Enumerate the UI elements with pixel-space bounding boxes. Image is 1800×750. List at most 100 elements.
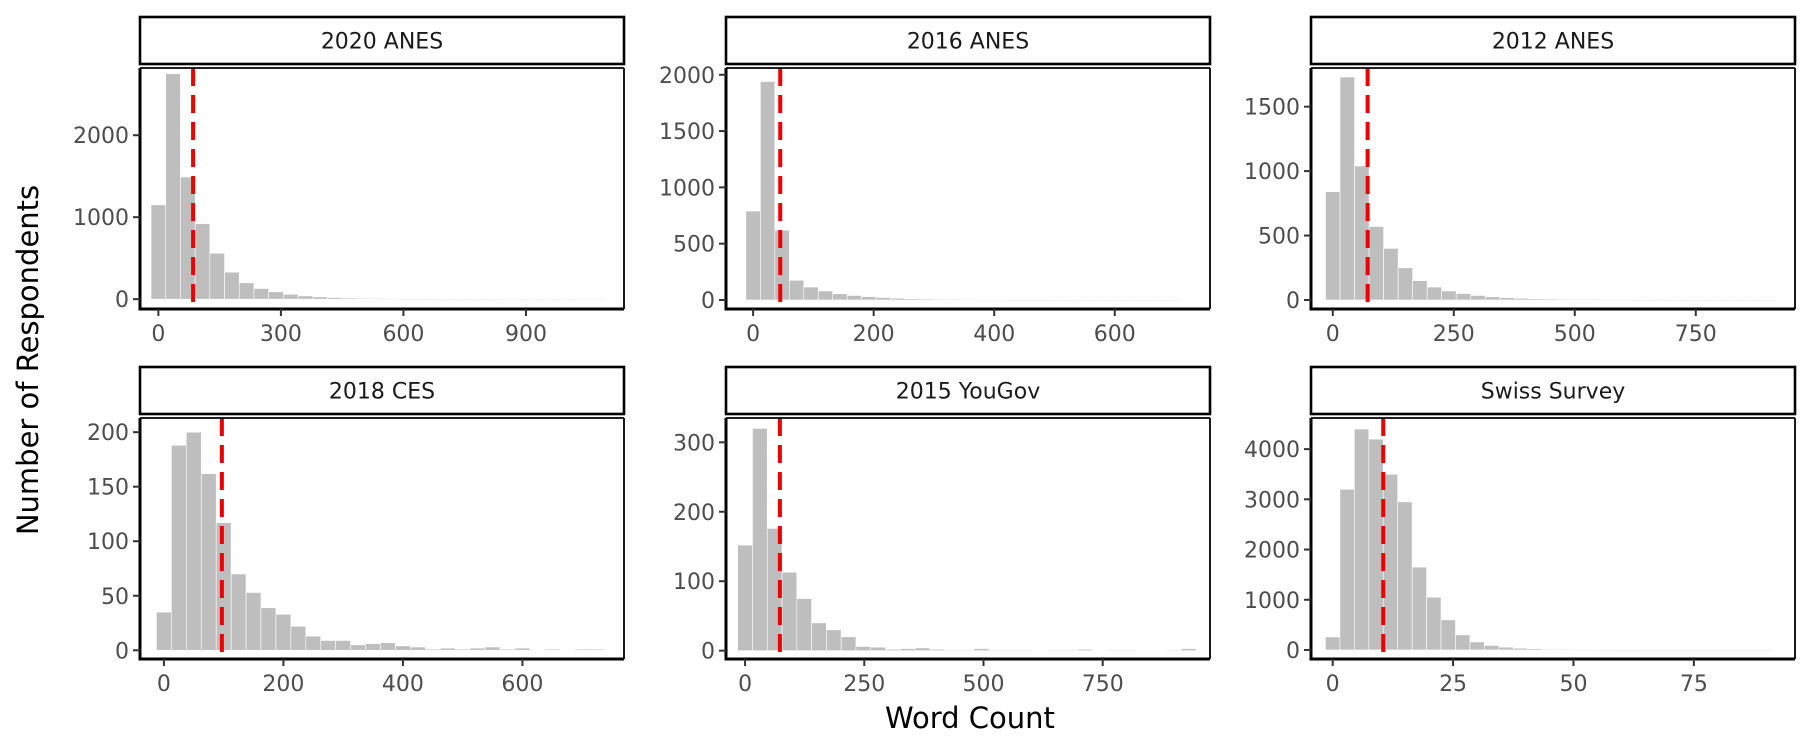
histogram-bar — [297, 295, 314, 300]
histogram-bar — [1528, 298, 1544, 301]
panel-strip — [1309, 15, 1797, 66]
y-tick-label: 200 — [673, 501, 715, 526]
histogram-bar — [781, 571, 798, 651]
y-tick-label: 0 — [1286, 639, 1300, 664]
histogram-bar — [574, 648, 590, 651]
histogram-bar — [1744, 649, 1760, 652]
histogram-bar — [275, 613, 292, 651]
x-tick-label: 400 — [973, 322, 1015, 347]
x-tick-label: 0 — [1326, 322, 1340, 347]
y-tick-label: 4000 — [1244, 438, 1300, 463]
histogram-bar — [1062, 649, 1078, 652]
y-tick-label: 0 — [701, 289, 715, 314]
histogram-bar — [1512, 647, 1529, 651]
histogram-bar — [1382, 473, 1398, 651]
histogram-bar — [209, 252, 225, 300]
y-tick-label: 2000 — [659, 64, 715, 89]
histogram-bar — [1601, 299, 1617, 301]
y-tick-label: 1500 — [659, 120, 715, 145]
panel-title: 2018 CES — [329, 380, 435, 405]
histogram-bar — [1746, 299, 1762, 301]
histogram-bar — [1541, 648, 1557, 651]
y-tick-label: 150 — [87, 476, 129, 501]
histogram-bar — [444, 298, 461, 301]
histogram-bar — [253, 288, 269, 300]
panel-strip — [724, 365, 1212, 416]
y-tick-label: 1000 — [1244, 589, 1300, 614]
histogram-bar — [1166, 649, 1182, 652]
histogram-bar — [1688, 299, 1704, 301]
histogram-bar — [1484, 296, 1501, 301]
histogram-bar — [1325, 636, 1341, 651]
histogram-bar — [415, 298, 431, 300]
histogram-bar — [320, 640, 336, 651]
histogram-bar — [1702, 299, 1718, 301]
histogram-bar — [1121, 299, 1137, 301]
histogram-bar — [283, 293, 299, 300]
histogram-bar — [914, 647, 931, 651]
x-tick-label: 300 — [260, 322, 302, 347]
histogram-bar — [371, 298, 387, 300]
x-tick-label: 400 — [382, 672, 424, 697]
histogram-bar — [591, 298, 608, 301]
histogram-bar — [171, 444, 187, 651]
histogram-bar — [1426, 596, 1442, 651]
histogram-bar — [1455, 634, 1471, 651]
histogram-bar — [890, 297, 906, 301]
histogram-bar — [1455, 293, 1472, 301]
x-tick-label: 600 — [1094, 322, 1136, 347]
panel-background — [726, 68, 1210, 309]
histogram-bar — [503, 298, 519, 301]
histogram-bar — [1557, 298, 1573, 301]
panel-1: 2020 ANES 0 1000 2000 0 300 600 900 — [73, 15, 626, 347]
x-tick-label: 250 — [1433, 322, 1475, 347]
histogram-bar — [533, 298, 549, 301]
histogram-bar — [245, 592, 262, 651]
histogram-bar — [1368, 226, 1384, 301]
y-tick-label: 500 — [1258, 225, 1300, 250]
histogram-bar — [335, 640, 351, 651]
histogram-bar — [1018, 649, 1034, 652]
histogram-bar — [410, 646, 426, 651]
histogram-bar — [861, 296, 877, 301]
histogram-bar — [260, 607, 277, 651]
histogram-bar — [1659, 299, 1675, 301]
panel-4: 2018 CES 0 50 100 150 200 0 200 400 600 — [87, 365, 626, 697]
histogram-bar — [1469, 641, 1485, 651]
histogram-bar — [165, 73, 181, 300]
panel-title: 2016 ANES — [907, 30, 1029, 55]
x-tick-label: 200 — [262, 672, 304, 697]
x-tick-label: 75 — [1680, 672, 1708, 697]
histogram-bar — [1556, 649, 1572, 651]
histogram-bar — [1657, 649, 1673, 651]
histogram-bar — [499, 648, 516, 651]
histogram-bar — [562, 298, 578, 301]
y-tick-label: 300 — [673, 431, 715, 456]
x-tick-label: 500 — [1554, 322, 1596, 347]
histogram-bar — [1758, 649, 1774, 652]
x-tick-label: 750 — [1082, 672, 1124, 697]
histogram-bar — [380, 642, 396, 651]
histogram-bar — [885, 648, 901, 651]
y-tick-label: 2000 — [73, 124, 129, 149]
histogram-bar — [1570, 649, 1586, 651]
histogram-bar — [1642, 649, 1659, 651]
histogram-bar — [1078, 299, 1094, 301]
histogram-bar — [1599, 649, 1615, 651]
histogram-bar — [200, 473, 217, 651]
histogram-bar — [826, 629, 842, 651]
histogram-bar — [1731, 299, 1747, 301]
histogram-bar — [305, 635, 322, 651]
y-tick-label: 0 — [115, 288, 129, 313]
x-tick-label: 0 — [151, 322, 165, 347]
histogram-bar — [1441, 290, 1457, 301]
panel-strip — [724, 15, 1212, 66]
x-tick-label: 600 — [382, 322, 424, 347]
histogram-bar — [933, 298, 949, 301]
histogram-bar — [803, 286, 819, 301]
histogram-bar — [341, 297, 358, 300]
histogram-bar — [238, 282, 255, 300]
panel-strip — [138, 365, 626, 416]
histogram-bar — [1628, 649, 1644, 651]
